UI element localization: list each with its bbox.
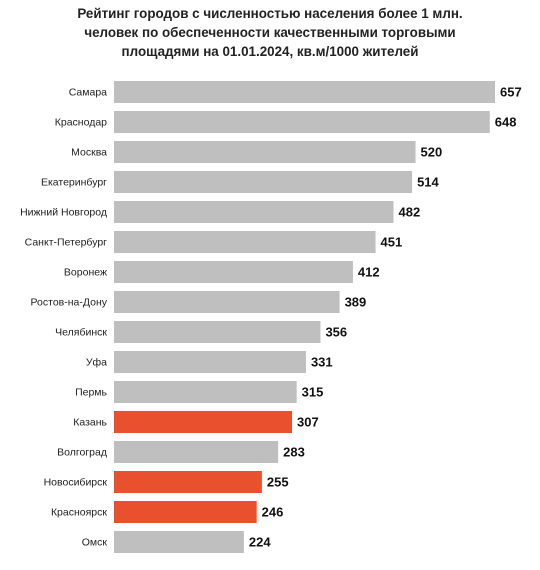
value-label: 283: [283, 445, 305, 460]
bar-highlighted: [114, 411, 293, 433]
category-label: Санкт-Петербург: [25, 237, 108, 249]
category-label: Нижний Новгород: [20, 207, 107, 219]
value-label: 246: [262, 505, 284, 520]
bar-highlighted: [114, 471, 262, 493]
category-label: Челябинск: [55, 327, 107, 339]
value-label: 657: [500, 85, 522, 100]
bar: [114, 381, 297, 403]
category-label: Ростов-на-Дону: [31, 297, 108, 309]
bar: [114, 321, 321, 343]
chart-title-line-3: площадями на 01.01.2024, кв.м/1000 жител…: [121, 44, 419, 59]
chart-title-line-2: человек по обеспеченности качественными …: [84, 25, 456, 40]
bar-highlighted: [114, 501, 257, 523]
bar: [114, 351, 306, 373]
category-label: Омск: [82, 537, 108, 549]
category-label: Самара: [69, 87, 107, 99]
bar: [114, 201, 394, 223]
category-label: Казань: [73, 417, 107, 429]
bar: [114, 531, 244, 553]
value-label: 389: [345, 295, 367, 310]
bar: [114, 291, 340, 313]
bar: [114, 141, 416, 163]
category-label: Волгоград: [57, 447, 107, 459]
value-label: 224: [249, 535, 271, 550]
category-label: Новосибирск: [44, 477, 108, 489]
value-label: 412: [358, 265, 380, 280]
bar: [114, 81, 495, 103]
chart-title: Рейтинг городов с численностью населения…: [0, 4, 540, 61]
value-label: 648: [495, 115, 517, 130]
value-label: 307: [297, 415, 319, 430]
value-label: 451: [381, 235, 403, 250]
category-label: Пермь: [75, 387, 107, 399]
bar: [114, 171, 413, 193]
bar: [114, 111, 490, 133]
chart-title-line-1: Рейтинг городов с численностью населения…: [77, 6, 463, 21]
category-label: Красноярск: [51, 507, 107, 519]
value-label: 482: [399, 205, 421, 220]
bar: [114, 231, 376, 253]
category-label: Воронеж: [64, 267, 107, 279]
bar: [114, 441, 279, 463]
value-label: 315: [302, 385, 324, 400]
category-label: Краснодар: [55, 117, 107, 129]
bar: [114, 261, 353, 283]
value-label: 255: [267, 475, 289, 490]
value-label: 514: [417, 175, 439, 190]
value-label: 356: [325, 325, 347, 340]
value-label: 520: [421, 145, 443, 160]
category-label: Уфа: [86, 357, 107, 369]
category-label: Москва: [71, 147, 107, 159]
value-label: 331: [311, 355, 333, 370]
category-label: Екатеринбург: [41, 177, 107, 189]
